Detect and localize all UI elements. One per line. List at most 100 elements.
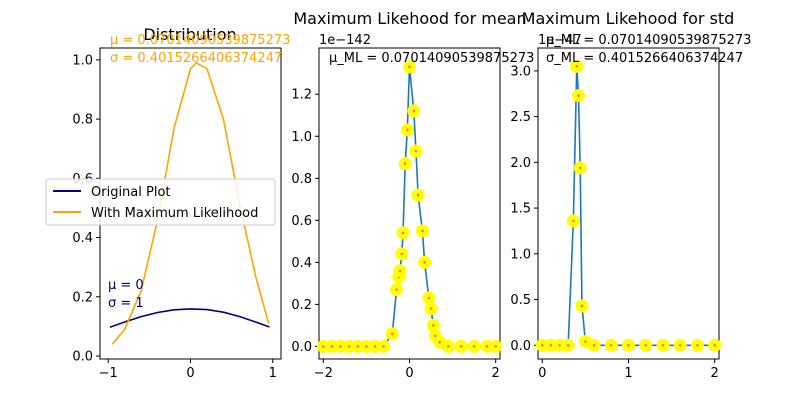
- std-data-point-center: [572, 219, 575, 223]
- mean-data-point-center: [403, 162, 407, 165]
- std-data-point-center: [541, 343, 544, 347]
- mean-data-point-center: [406, 128, 409, 132]
- std-ytick-label: 2.5: [510, 110, 531, 125]
- std-panel: Maximum Likehood for std 1e−47 0 1 2 0.0 0.5…: [510, 9, 751, 381]
- mean-data-point-center: [438, 340, 441, 344]
- std-ytick-label: 1.5: [510, 202, 531, 217]
- mean-ytick-label: 0.6: [291, 214, 312, 229]
- mean-data-point-center: [485, 345, 489, 348]
- mean-data-point-center: [427, 296, 431, 300]
- std-data-point-center: [661, 343, 665, 347]
- std-xtick-label: 1: [624, 366, 632, 381]
- mean-data-point-center: [390, 332, 394, 336]
- std-data-point-center: [566, 343, 570, 347]
- std-data-point-center: [580, 304, 584, 308]
- ml-sigma-annotation: σ = 0.4015266406374247: [110, 51, 282, 66]
- std-ml-mu-annotation: μ_ML = 0.07014090539875273: [546, 33, 751, 48]
- mean-data-point-center: [373, 345, 377, 348]
- std-data-point-center: [592, 343, 596, 347]
- dist-xtick-label: 0: [186, 366, 194, 381]
- mean-ytick-label: 0.4: [291, 256, 312, 271]
- mean-axes-frame: [318, 47, 501, 360]
- std-data-point-center: [575, 64, 579, 68]
- dist-ytick-label: 0.8: [72, 113, 93, 128]
- std-ytick-label: 0.0: [510, 339, 531, 354]
- orig-sigma-annotation: σ = 1: [108, 296, 144, 311]
- std-data-point-center: [678, 343, 682, 347]
- distribution-legend: Original Plot With Maximum Likelihood: [45, 178, 276, 226]
- std-ytick-label: 1.0: [510, 247, 531, 262]
- mean-xtick-label: 2: [492, 366, 500, 381]
- std-data-point-center: [609, 343, 613, 347]
- mean-data-point-center: [423, 261, 426, 264]
- mean-data-point-center: [365, 345, 368, 348]
- mean-data-point-center: [429, 307, 433, 310]
- std-likelihood-line: [542, 65, 715, 347]
- legend-label-ml: With Maximum Likelihood: [91, 206, 258, 221]
- mean-data-point-center: [414, 149, 418, 153]
- mean-data-point-center: [416, 193, 420, 197]
- original-plot-line: [109, 308, 270, 329]
- dist-ytick-label: 0.4: [72, 231, 93, 246]
- std-data-point-center: [713, 343, 716, 347]
- std-data-point-center: [558, 343, 561, 347]
- ml-mu-annotation: μ = 0.07014090539875273: [110, 33, 290, 48]
- mean-data-point-center: [398, 269, 402, 273]
- mean-ytick-label: 0.2: [291, 298, 312, 313]
- std-offset-label: 1e−47: [538, 33, 582, 48]
- mean-xtick-label: −2: [314, 366, 333, 381]
- distribution-title: Distribution: [143, 25, 236, 44]
- std-data-point-center: [584, 340, 587, 343]
- legend-frame: [45, 178, 276, 226]
- std-xtick-label: 0: [538, 366, 546, 381]
- dist-ytick-label: 0.0: [72, 350, 93, 365]
- mean-data-point-center: [446, 345, 450, 348]
- dist-xtick-label: −1: [99, 366, 118, 381]
- mean-data-point-center: [472, 345, 476, 348]
- mean-ytick-label: 0.8: [291, 172, 312, 187]
- std-title: Maximum Likehood for std: [522, 9, 735, 28]
- mean-title: Maximum Likehood for mean: [293, 9, 526, 28]
- mean-data-point-center: [431, 324, 435, 327]
- std-data-point-center: [549, 343, 553, 347]
- std-ytick-label: 2.0: [510, 156, 531, 171]
- mean-data-point-center: [322, 345, 325, 348]
- mean-data-point-center: [421, 229, 424, 233]
- mean-data-point-center: [356, 345, 360, 348]
- mean-panel: Maximum Likehood for mean 1e−142 −2 0 2 0.0…: [291, 9, 534, 381]
- std-data-point-center: [627, 343, 630, 347]
- mean-data-point-center: [494, 345, 497, 348]
- std-ytick-label: 0.5: [510, 293, 531, 308]
- std-plot-area: 0 1 2 0.0 0.5 1.0 1.5 2.0 2.5 3.0: [510, 47, 722, 381]
- mean-ytick-label: 0.0: [291, 340, 312, 355]
- dist-ytick-label: 0.2: [72, 290, 93, 305]
- mean-xtick-label: 0: [405, 366, 413, 381]
- mean-data-point-center: [339, 345, 342, 348]
- mean-data-point-center: [400, 252, 404, 256]
- mean-data-point-center: [459, 345, 463, 348]
- mean-ml-annotation: μ_ML = 0.07014090539875273: [329, 51, 534, 66]
- mean-ytick-label: 1.0: [291, 130, 312, 145]
- mean-data-point-center: [395, 288, 398, 291]
- mean-data-point-center: [401, 231, 405, 235]
- std-xtick-label: 2: [711, 366, 719, 381]
- mean-data-point-center: [434, 334, 437, 338]
- mean-data-point-center: [347, 345, 351, 348]
- mean-plot-area: −2 0 2 0.0 0.2 0.4 0.6 0.8 1.0 1.2: [291, 47, 503, 381]
- mean-data-point-center: [382, 345, 385, 348]
- std-data-point-center: [696, 343, 699, 347]
- std-ytick-label: 3.0: [510, 64, 531, 79]
- orig-mu-annotation: μ = 0: [108, 278, 144, 293]
- mean-ytick-label: 1.2: [291, 88, 312, 103]
- std-ml-sigma-annotation: σ_ML = 0.4015266406374247: [546, 51, 743, 66]
- std-data-point-center: [578, 166, 582, 170]
- std-axes-frame: [537, 47, 720, 360]
- mean-data-point-center: [408, 65, 411, 69]
- legend-label-original: Original Plot: [91, 185, 171, 200]
- dist-ytick-label: 1.0: [72, 53, 93, 68]
- mean-data-point-center: [412, 109, 416, 113]
- dist-xtick-label: 1: [269, 366, 277, 381]
- mean-data-point-center: [330, 345, 334, 348]
- std-data-point-center: [644, 343, 648, 347]
